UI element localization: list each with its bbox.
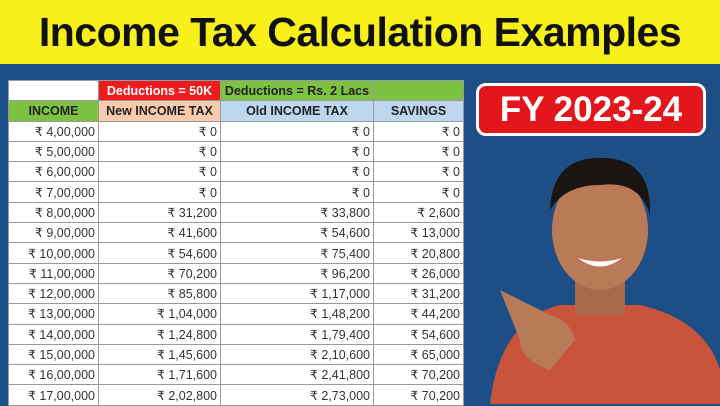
savings-cell: ₹ 26,000 (373, 262, 464, 284)
new-tax-cell: ₹ 2,02,800 (98, 384, 221, 406)
group-header-blank2 (373, 79, 464, 102)
new-tax-cell: ₹ 0 (98, 181, 221, 203)
group-header-blank (8, 79, 99, 102)
new-tax-cell: ₹ 41,600 (98, 222, 221, 244)
income-cell: ₹ 5,00,000 (8, 140, 99, 163)
new-tax-cell: ₹ 1,45,600 (98, 343, 221, 366)
income-cell: ₹ 15,00,000 (8, 343, 99, 366)
new-tax-cell: ₹ 0 (98, 161, 221, 183)
savings-cell: ₹ 44,200 (373, 303, 464, 325)
new-tax-cell: ₹ 70,200 (98, 262, 221, 284)
old-tax-cell: ₹ 2,41,800 (220, 364, 374, 386)
income-cell: ₹ 4,00,000 (8, 120, 99, 142)
income-cell: ₹ 8,00,000 (8, 201, 99, 224)
table-row: ₹ 4,00,000 ₹ 0 ₹ 0 ₹ 0 (8, 120, 464, 142)
face (552, 170, 648, 290)
savings-cell: ₹ 54,600 (373, 323, 464, 345)
old-tax-cell: ₹ 54,600 (220, 222, 374, 244)
new-tax-cell: ₹ 1,24,800 (98, 323, 221, 345)
old-tax-cell: ₹ 1,17,000 (220, 282, 374, 305)
group-header-row: Deductions = 50K Deductions = Rs. 2 Lacs (8, 79, 464, 102)
new-tax-cell: ₹ 85,800 (98, 282, 221, 305)
new-tax-cell: ₹ 1,71,600 (98, 364, 221, 386)
old-tax-cell: ₹ 1,48,200 (220, 303, 374, 325)
old-tax-cell: ₹ 96,200 (220, 262, 374, 284)
savings-cell: ₹ 0 (373, 181, 464, 203)
table-row: ₹ 7,00,000 ₹ 0 ₹ 0 ₹ 0 (8, 181, 464, 203)
old-tax-cell: ₹ 33,800 (220, 201, 374, 224)
savings-cell: ₹ 70,200 (373, 364, 464, 386)
old-tax-cell: ₹ 0 (220, 161, 374, 183)
col-new-tax: New INCOME TAX (98, 100, 221, 122)
tax-table: Deductions = 50K Deductions = Rs. 2 Lacs I… (8, 79, 464, 406)
page-title: Income Tax Calculation Examples (0, 0, 720, 64)
old-tax-cell: ₹ 2,10,600 (220, 343, 374, 366)
new-tax-cell: ₹ 31,200 (98, 201, 221, 224)
new-tax-cell: ₹ 54,600 (98, 242, 221, 264)
savings-cell: ₹ 0 (373, 161, 464, 183)
group-header-old: Deductions = Rs. 2 Lacs (220, 79, 374, 102)
savings-cell: ₹ 31,200 (373, 282, 464, 305)
smile (578, 258, 622, 267)
income-cell: ₹ 12,00,000 (8, 282, 99, 305)
income-cell: ₹ 16,00,000 (8, 364, 99, 386)
new-tax-cell: ₹ 0 (98, 140, 221, 163)
table-row: ₹ 14,00,000 ₹ 1,24,800 ₹ 1,79,400 ₹ 54,600 (8, 323, 464, 345)
table-row: ₹ 6,00,000 ₹ 0 ₹ 0 ₹ 0 (8, 161, 464, 183)
savings-cell: ₹ 2,600 (373, 201, 464, 224)
table-row: ₹ 13,00,000 ₹ 1,04,000 ₹ 1,48,200 ₹ 44,200 (8, 303, 464, 325)
savings-cell: ₹ 0 (373, 120, 464, 142)
fy-badge: FY 2023-24 (476, 83, 706, 136)
table-row: ₹ 8,00,000 ₹ 31,200 ₹ 33,800 ₹ 2,600 (8, 201, 464, 224)
new-tax-cell: ₹ 0 (98, 120, 221, 142)
table-row: ₹ 12,00,000 ₹ 85,800 ₹ 1,17,000 ₹ 31,200 (8, 282, 464, 305)
savings-cell: ₹ 70,200 (373, 384, 464, 406)
savings-cell: ₹ 0 (373, 140, 464, 163)
col-savings: SAVINGS (373, 100, 464, 122)
income-cell: ₹ 14,00,000 (8, 323, 99, 345)
presenter-image (490, 157, 720, 404)
income-cell: ₹ 7,00,000 (8, 181, 99, 203)
pointing-hand (500, 290, 575, 370)
table-row: ₹ 9,00,000 ₹ 41,600 ₹ 54,600 ₹ 13,000 (8, 222, 464, 244)
old-tax-cell: ₹ 1,79,400 (220, 323, 374, 345)
col-income: INCOME (8, 100, 99, 122)
income-cell: ₹ 11,00,000 (8, 262, 99, 284)
savings-cell: ₹ 20,800 (373, 242, 464, 264)
table-row: ₹ 16,00,000 ₹ 1,71,600 ₹ 2,41,800 ₹ 70,200 (8, 364, 464, 386)
old-tax-cell: ₹ 2,73,000 (220, 384, 374, 406)
income-cell: ₹ 17,00,000 (8, 384, 99, 406)
old-tax-cell: ₹ 75,400 (220, 242, 374, 264)
header-row: INCOME New INCOME TAX Old INCOME TAX SAVING… (8, 100, 464, 122)
income-cell: ₹ 9,00,000 (8, 222, 99, 244)
new-tax-cell: ₹ 1,04,000 (98, 303, 221, 325)
old-tax-cell: ₹ 0 (220, 140, 374, 163)
table-row: ₹ 11,00,000 ₹ 70,200 ₹ 96,200 ₹ 26,000 (8, 262, 464, 284)
savings-cell: ₹ 65,000 (373, 343, 464, 366)
income-cell: ₹ 10,00,000 (8, 242, 99, 264)
old-tax-cell: ₹ 0 (220, 181, 374, 203)
col-old-tax: Old INCOME TAX (220, 100, 374, 122)
hair (550, 157, 651, 215)
group-header-new: Deductions = 50K (98, 79, 221, 102)
income-cell: ₹ 6,00,000 (8, 161, 99, 183)
table-row: ₹ 17,00,000 ₹ 2,02,800 ₹ 2,73,000 ₹ 70,200 (8, 384, 464, 406)
old-tax-cell: ₹ 0 (220, 120, 374, 142)
savings-cell: ₹ 13,000 (373, 222, 464, 244)
income-cell: ₹ 13,00,000 (8, 303, 99, 325)
table-row: ₹ 10,00,000 ₹ 54,600 ₹ 75,400 ₹ 20,800 (8, 242, 464, 264)
table-row: ₹ 5,00,000 ₹ 0 ₹ 0 ₹ 0 (8, 140, 464, 163)
table-row: ₹ 15,00,000 ₹ 1,45,600 ₹ 2,10,600 ₹ 65,000 (8, 343, 464, 366)
